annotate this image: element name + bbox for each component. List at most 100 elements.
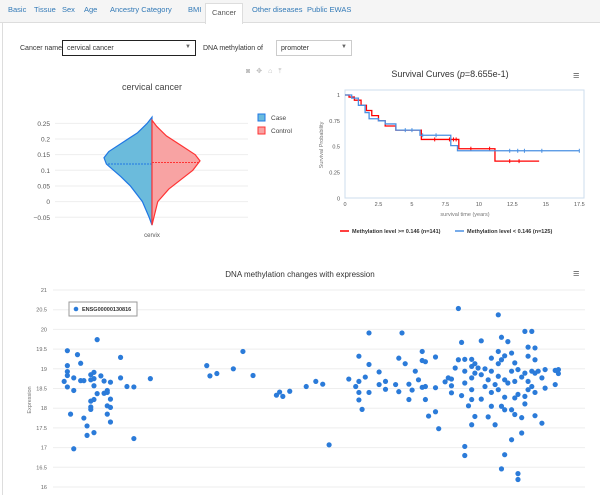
scatter-point <box>555 370 562 377</box>
survival-xtick: 15 <box>543 202 549 208</box>
survival-legend-label: Methylation level >= 0.146 (n=141) <box>352 229 441 235</box>
scatter-point <box>280 393 286 399</box>
scatter-point <box>61 378 67 385</box>
scatter-point <box>94 391 100 397</box>
scatter-point <box>131 384 137 390</box>
scatter-point <box>448 390 455 396</box>
scatter-point <box>462 356 468 362</box>
home-icon[interactable]: ⌂ <box>268 68 279 75</box>
scatter-point <box>519 415 525 421</box>
scatter-ytick: 19.5 <box>36 347 47 353</box>
scatter-point <box>326 442 332 448</box>
legend-swatch-control <box>257 126 266 135</box>
cancer-panel: Cancer name: cervical cancer ▼ DNA methyl… <box>2 23 600 495</box>
scatter-point <box>359 406 365 412</box>
scatter-point <box>495 312 501 318</box>
scatter-point <box>492 381 498 388</box>
survival-menu-icon[interactable]: ≡ <box>573 70 580 82</box>
scatter-ytick: 20 <box>41 327 47 333</box>
tab-other-diseases[interactable]: Other diseases <box>252 5 303 14</box>
scatter-point <box>382 386 389 392</box>
scatter-point <box>455 357 461 363</box>
survival-xtick: 17.5 <box>574 202 585 208</box>
scatter-point <box>107 419 114 425</box>
scatter-point <box>498 334 505 340</box>
scatter-point <box>356 389 362 396</box>
cancer-name-select[interactable]: cervical cancer ▼ <box>62 40 196 56</box>
tab-cancer[interactable]: Cancer <box>205 3 244 24</box>
scatter-point <box>393 381 399 388</box>
scatter-point <box>495 387 501 393</box>
tab-age[interactable]: Age <box>84 5 98 14</box>
scatter-point <box>104 389 110 396</box>
scatter-point <box>452 365 458 371</box>
scatter-point <box>91 376 97 382</box>
scatter-point <box>542 385 548 391</box>
scatter-title: DNA methylation changes with expression <box>225 270 374 279</box>
survival-curve <box>345 94 580 152</box>
violin-case <box>103 115 153 226</box>
scatter-point <box>532 413 538 419</box>
scatter-point <box>502 452 508 458</box>
scatter-menu-icon[interactable]: ≡ <box>573 268 580 280</box>
scatter-point <box>91 369 97 375</box>
scatter-point <box>64 372 70 379</box>
scatter-ytick: 19 <box>41 367 47 373</box>
scatter-point <box>515 471 521 477</box>
tab-public-ewas[interactable]: Public EWAS <box>307 5 352 14</box>
survival-xtick: 2.5 <box>375 202 383 208</box>
scatter-point <box>478 338 484 344</box>
tab-bmi[interactable]: BMI <box>188 5 202 14</box>
scatter-point <box>488 403 494 409</box>
scatter-point <box>522 370 528 376</box>
scatter-point <box>124 383 130 390</box>
scatter-point <box>320 381 326 387</box>
violin-ytick: 0 <box>46 199 50 206</box>
scatter-point <box>495 373 501 379</box>
scatter-point <box>512 360 518 366</box>
scatter-point <box>475 365 481 371</box>
scatter-point <box>412 368 418 374</box>
scatter-point <box>508 407 515 413</box>
scatter-point <box>472 361 478 367</box>
tab-basic[interactable]: Basic <box>8 5 27 14</box>
pan-icon[interactable]: ✥ <box>256 68 269 75</box>
scatter-point <box>469 375 475 381</box>
scatter-point <box>107 404 114 411</box>
scatter-point <box>522 401 528 407</box>
survival-xlabel: survival time (years) <box>440 212 489 218</box>
legend-label-case: Case <box>271 115 287 122</box>
camera-icon[interactable]: ◙ <box>246 68 257 75</box>
scatter-point <box>356 353 362 359</box>
scatter-point <box>382 378 389 385</box>
scatter-point <box>64 368 70 375</box>
autoscale-icon[interactable]: ⤒ <box>278 68 288 75</box>
scatter-point <box>539 420 545 426</box>
scatter-point <box>535 368 541 374</box>
scatter-point <box>485 414 491 420</box>
survival-xtick: 0 <box>343 202 346 208</box>
tab-sex[interactable]: Sex <box>62 5 75 14</box>
survival-ylabel: Survival Probability <box>319 121 325 168</box>
legend-swatch-case <box>257 113 266 122</box>
methylation-region-select[interactable]: promoter ▼ <box>276 40 352 56</box>
scatter-point <box>436 426 442 432</box>
tab-ancestry-category[interactable]: Ancestry Category <box>110 5 172 14</box>
violin-category: cervix <box>144 233 160 239</box>
scatter-point <box>502 377 508 383</box>
scatter-point <box>204 363 210 369</box>
cancer-name-value: cervical cancer <box>67 45 114 52</box>
scatter-legend-box <box>68 301 138 317</box>
survival-xtick: 5 <box>410 202 413 208</box>
scatter-point <box>396 355 402 361</box>
scatter-point <box>542 366 548 373</box>
scatter-point <box>432 409 439 415</box>
scatter-point <box>399 330 405 336</box>
tab-tissue[interactable]: Tissue <box>34 5 56 14</box>
scatter-point <box>91 383 97 389</box>
scatter-point <box>356 378 362 385</box>
scatter-point <box>472 413 478 420</box>
scatter-point <box>425 413 432 419</box>
scatter-point <box>485 377 491 383</box>
scatter-point <box>406 396 412 403</box>
